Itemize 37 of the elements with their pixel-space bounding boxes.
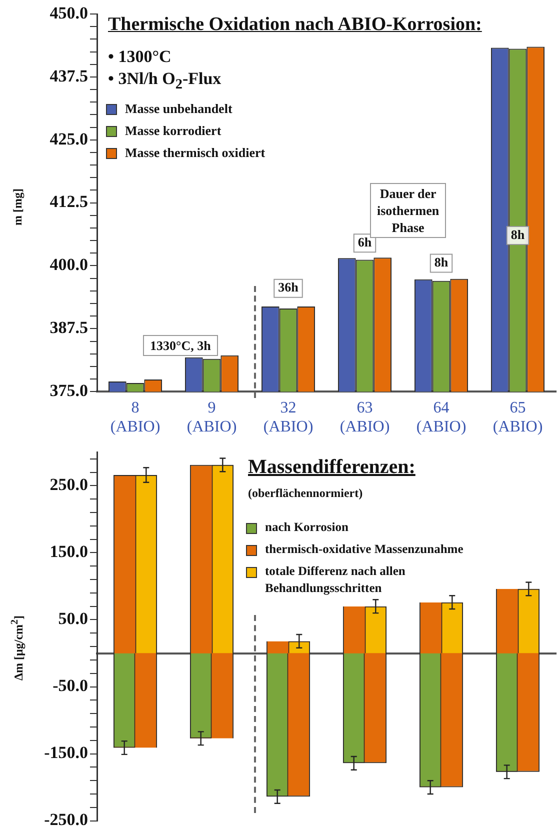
annotation: 8h bbox=[434, 254, 449, 270]
x-tick-label: 63 (ABIO) bbox=[340, 399, 390, 436]
y-tick-label: 450.0 bbox=[50, 3, 88, 22]
legend-label: Masse korrodiert bbox=[125, 122, 222, 139]
annotation: Dauer der isothermen Phase bbox=[370, 183, 446, 238]
chart-title: Thermische Oxidation nach ABIO-Korrosion: bbox=[108, 14, 482, 36]
text: (oberflächennormiert) bbox=[248, 486, 363, 501]
y-tick-label: -150.0 bbox=[44, 743, 88, 762]
legend-label: Masse unbehandelt bbox=[125, 100, 234, 117]
legend-label: totale Differenz nach allen Behandlungsschritten bbox=[265, 563, 406, 597]
y-tick-label: 375.0 bbox=[50, 380, 88, 400]
y-tick-label: 250.0 bbox=[50, 475, 88, 494]
x-tick-label: 9 (ABIO) bbox=[186, 399, 237, 436]
y-axis-title: m [mg] bbox=[10, 188, 26, 226]
y-tick-label: -50.0 bbox=[52, 676, 88, 696]
x-tick-label: 65 (ABIO) bbox=[492, 399, 543, 436]
legend-label: nach Korrosion bbox=[265, 519, 350, 536]
y-tick-label: 412.5 bbox=[50, 192, 88, 212]
legend-label: Masse thermisch oxidiert bbox=[125, 144, 266, 161]
annotation: 8h bbox=[510, 226, 526, 242]
y-tick-label: 425.0 bbox=[50, 129, 88, 148]
annotation: • 3Nl/h O$_{2}$-Flux bbox=[108, 68, 222, 94]
x-tick-label: 32 (ABIO) bbox=[263, 399, 314, 436]
chart-title: Massendifferenzen: bbox=[248, 456, 416, 479]
x-tick-label: 8 (ABIO) bbox=[110, 399, 160, 436]
y-tick-label: -250.0 bbox=[44, 810, 88, 830]
x-tick-label: 64 (ABIO) bbox=[416, 399, 466, 436]
annotation: • 1300°C bbox=[108, 46, 172, 68]
y-tick-label: 50.0 bbox=[58, 609, 88, 628]
annotation: 1330°C, 3h bbox=[143, 335, 218, 356]
y-tick-label: 150.0 bbox=[50, 542, 88, 562]
y-tick-label: 400.0 bbox=[50, 255, 88, 274]
y-tick-label: 437.5 bbox=[50, 66, 88, 86]
annotation: 36h bbox=[278, 280, 300, 295]
annotation: 6h bbox=[358, 234, 372, 250]
y-tick-label: 387.5 bbox=[50, 318, 88, 338]
legend-label: thermisch-oxidative Massenzunahme bbox=[265, 541, 464, 558]
